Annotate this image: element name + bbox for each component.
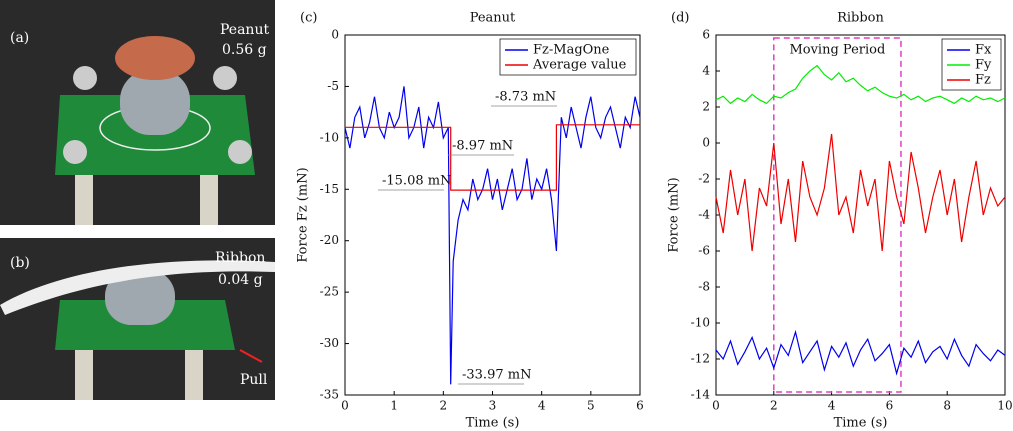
screw <box>228 140 252 164</box>
screw <box>213 66 237 90</box>
photo-mass: 0.56 g <box>222 42 267 58</box>
y-axis-label: Force Fz (mN) <box>296 167 311 262</box>
sensor-dome <box>120 70 190 135</box>
y-tick-label: 0 <box>702 136 710 150</box>
panel-label: (d) <box>671 11 689 26</box>
annotation: -8.73 mN <box>495 90 556 105</box>
x-tick-label: 2 <box>440 399 448 413</box>
x-axis-label: Time (s) <box>834 416 888 431</box>
y-tick-label: -8 <box>698 280 710 294</box>
legend-label: Fx <box>975 43 992 58</box>
y-tick-label: -35 <box>320 388 339 402</box>
x-tick-label: 0 <box>341 399 349 413</box>
plot-area <box>344 34 641 396</box>
x-tick-label: 6 <box>886 399 894 413</box>
series-line <box>345 124 640 191</box>
plot-area <box>715 34 1006 396</box>
y-tick-label: -12 <box>691 352 710 366</box>
leg <box>185 340 203 400</box>
y-tick-label: -2 <box>698 172 710 186</box>
y-tick-label: -25 <box>320 285 339 299</box>
y-axis-label: Force (mN) <box>667 177 682 252</box>
y-tick-label: -4 <box>698 208 710 222</box>
series-line <box>344 86 641 385</box>
screw <box>73 66 97 90</box>
photo-b: (b) Ribbon 0.04 g Pull <box>0 238 275 400</box>
photo-mass: 0.04 g <box>218 272 263 288</box>
x-tick-label: 6 <box>636 399 644 413</box>
chart-title: Ribbon <box>837 11 884 26</box>
y-tick-label: 6 <box>702 28 710 42</box>
legend-label: Fz <box>975 73 991 88</box>
legend-label: Average value <box>532 58 627 73</box>
y-tick-label: -15 <box>320 182 339 196</box>
pull-label: Pull <box>240 372 268 388</box>
y-tick-label: 0 <box>331 28 339 42</box>
highlight-label: Moving Period <box>789 43 885 58</box>
series-line <box>715 329 1006 376</box>
pull-arrow <box>239 349 263 363</box>
panel-label: (a) <box>10 30 29 46</box>
sensor-dome <box>105 270 175 325</box>
y-tick-label: -10 <box>691 316 710 330</box>
y-tick-label: -5 <box>327 79 339 93</box>
x-tick-label: 5 <box>587 399 595 413</box>
peanut <box>115 36 195 80</box>
y-tick-label: -14 <box>691 388 711 402</box>
leg <box>75 340 93 400</box>
chart-title: Peanut <box>470 11 516 26</box>
series-line <box>715 64 1006 105</box>
y-tick-label: 2 <box>702 100 710 114</box>
legend-label: Fz-MagOne <box>533 43 610 58</box>
photo-object: Peanut <box>220 22 269 38</box>
y-tick-label: -10 <box>320 130 339 144</box>
y-tick-label: -30 <box>320 336 339 350</box>
panel-label: (b) <box>10 255 30 271</box>
x-tick-label: 1 <box>390 399 398 413</box>
photo-a: (a) Peanut 0.56 g <box>0 0 275 225</box>
x-tick-label: 4 <box>828 399 836 413</box>
panel-label: (c) <box>300 11 317 26</box>
x-tick-label: 3 <box>489 399 497 413</box>
x-tick-label: 0 <box>712 399 720 413</box>
series-line <box>715 133 1006 252</box>
y-tick-label: 4 <box>702 64 710 78</box>
y-tick-label: -6 <box>698 244 710 258</box>
x-tick-label: 8 <box>943 399 951 413</box>
legend-label: Fy <box>975 58 992 73</box>
legend-box <box>499 38 637 76</box>
annotation: -8.97 mN <box>452 139 513 154</box>
x-axis-label: Time (s) <box>466 416 520 431</box>
photo-object: Ribbon <box>215 250 265 266</box>
annotation: -15.08 mN <box>382 174 451 189</box>
annotation: -33.97 mN <box>462 368 531 383</box>
x-tick-label: 4 <box>538 399 546 413</box>
screw <box>63 140 87 164</box>
x-tick-label: 2 <box>770 399 778 413</box>
y-tick-label: -20 <box>320 233 339 247</box>
ribbon <box>0 260 275 315</box>
x-tick-label: 10 <box>997 399 1012 413</box>
